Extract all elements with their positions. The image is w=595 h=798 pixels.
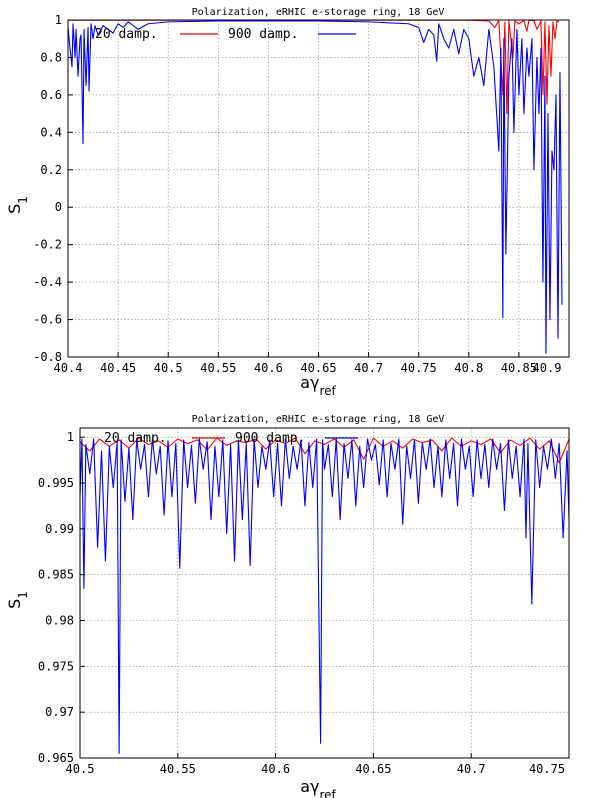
legend-label-900-damp-top: 900 damp. [228, 27, 298, 42]
top-series-900-damp [67, 20, 563, 354]
bottom-chart-grid [79, 428, 570, 759]
top-x-tick-label: 40.85 [501, 361, 537, 375]
bottom-chart-y-label: S1 [5, 591, 30, 609]
top-x-tick-label: 40.6 [254, 361, 283, 375]
top-x-tick-label: 40.5 [154, 361, 183, 375]
bottom-chart-x-label: aγref [300, 777, 336, 798]
top-x-tick-label: 40.45 [100, 361, 136, 375]
bottom-x-tick-label: 40.75 [529, 762, 565, 776]
top-y-tick-label: -0.6 [33, 313, 62, 327]
top-x-tick-label: 40.7 [354, 361, 383, 375]
bottom-chart-y-ticks: 0.965 0.97 0.975 0.98 0.985 0.99 0.995 1 [38, 430, 85, 765]
bottom-y-tick-label: 0.975 [38, 659, 74, 673]
top-y-tick-label: -0.4 [33, 275, 62, 289]
bottom-chart-frame [79, 427, 570, 759]
legend-label-900-damp-bottom: 900 damp. [235, 431, 305, 446]
bottom-series-900-damp [79, 438, 570, 754]
top-chart-x-label: aγref [300, 373, 336, 398]
bottom-y-label-main: S [5, 599, 24, 609]
top-x-tick-label: 40.65 [300, 361, 336, 375]
top-chart-y-label: S1 [5, 196, 30, 214]
bottom-x-label-sub: ref [320, 788, 337, 798]
top-chart-title: Polarization, eRHIC e-storage ring, 18 G… [192, 7, 445, 18]
top-y-tick-label: 0.4 [40, 125, 62, 139]
top-y-tick-label: 0.2 [40, 163, 62, 177]
top-chart-legend: 20 damp. 900 damp. [95, 27, 356, 42]
top-chart-x-ticks: 40.4 40.45 40.5 40.55 40.6 40.65 40.7 40.75 40.8… [54, 352, 570, 375]
top-chart-series [67, 19, 563, 354]
bottom-y-tick-label: 0.995 [38, 476, 74, 490]
bottom-x-label-main: aγ [300, 777, 319, 796]
bottom-x-tick-label: 40.55 [160, 762, 196, 776]
top-y-tick-label: -0.8 [33, 350, 62, 364]
top-x-label-sub: ref [320, 384, 337, 398]
top-x-tick-label: 40.9 [533, 361, 562, 375]
top-y-label-main: S [5, 204, 24, 214]
top-x-tick-label: 40.55 [200, 361, 236, 375]
bottom-y-tick-label: 0.965 [38, 751, 74, 765]
bottom-y-tick-label: 0.97 [45, 705, 74, 719]
top-x-tick-label: 40.75 [401, 361, 437, 375]
bottom-chart-legend: 20 damp. 900 damp. [104, 431, 358, 446]
bottom-chart-x-ticks: 40.5 40.55 40.6 40.65 40.7 40.75 [66, 753, 570, 776]
top-x-label-main: aγ [300, 373, 319, 392]
bottom-y-tick-label: 0.98 [45, 614, 74, 628]
top-x-tick-label: 40.4 [54, 361, 83, 375]
top-series-20-damp [68, 19, 560, 115]
bottom-chart-title: Polarization, eRHIC e-storage ring, 18 G… [192, 414, 445, 425]
bottom-chart-series [79, 437, 570, 754]
bottom-chart-panel: Polarization, eRHIC e-storage ring, 18 G… [5, 414, 570, 798]
top-y-tick-label: 0.8 [40, 50, 62, 64]
top-y-tick-label: 0.6 [40, 88, 62, 102]
top-chart-panel: Polarization, eRHIC e-storage ring, 18 G… [5, 7, 570, 398]
top-y-tick-label: 1 [55, 13, 62, 27]
legend-label-20-damp-bottom: 20 damp. [104, 431, 167, 446]
bottom-x-tick-label: 40.5 [66, 762, 95, 776]
bottom-y-tick-label: 0.985 [38, 568, 74, 582]
top-y-tick-label: -0.2 [33, 238, 62, 252]
bottom-x-tick-label: 40.7 [457, 762, 486, 776]
bottom-y-tick-label: 1 [67, 430, 74, 444]
top-chart-y-ticks: -0.8 -0.6 -0.4 -0.2 0 0.2 0.4 0.6 0.8 1 [33, 13, 73, 364]
bottom-y-label-sub: 1 [16, 591, 30, 599]
bottom-x-tick-label: 40.65 [355, 762, 391, 776]
top-x-tick-label: 40.8 [454, 361, 483, 375]
legend-label-20-damp-top: 20 damp. [95, 27, 158, 42]
bottom-series-20-damp [79, 437, 570, 464]
bottom-x-tick-label: 40.6 [261, 762, 290, 776]
bottom-y-tick-label: 0.99 [45, 522, 74, 536]
top-y-label-sub: 1 [16, 196, 30, 204]
top-y-tick-label: 0 [55, 200, 62, 214]
